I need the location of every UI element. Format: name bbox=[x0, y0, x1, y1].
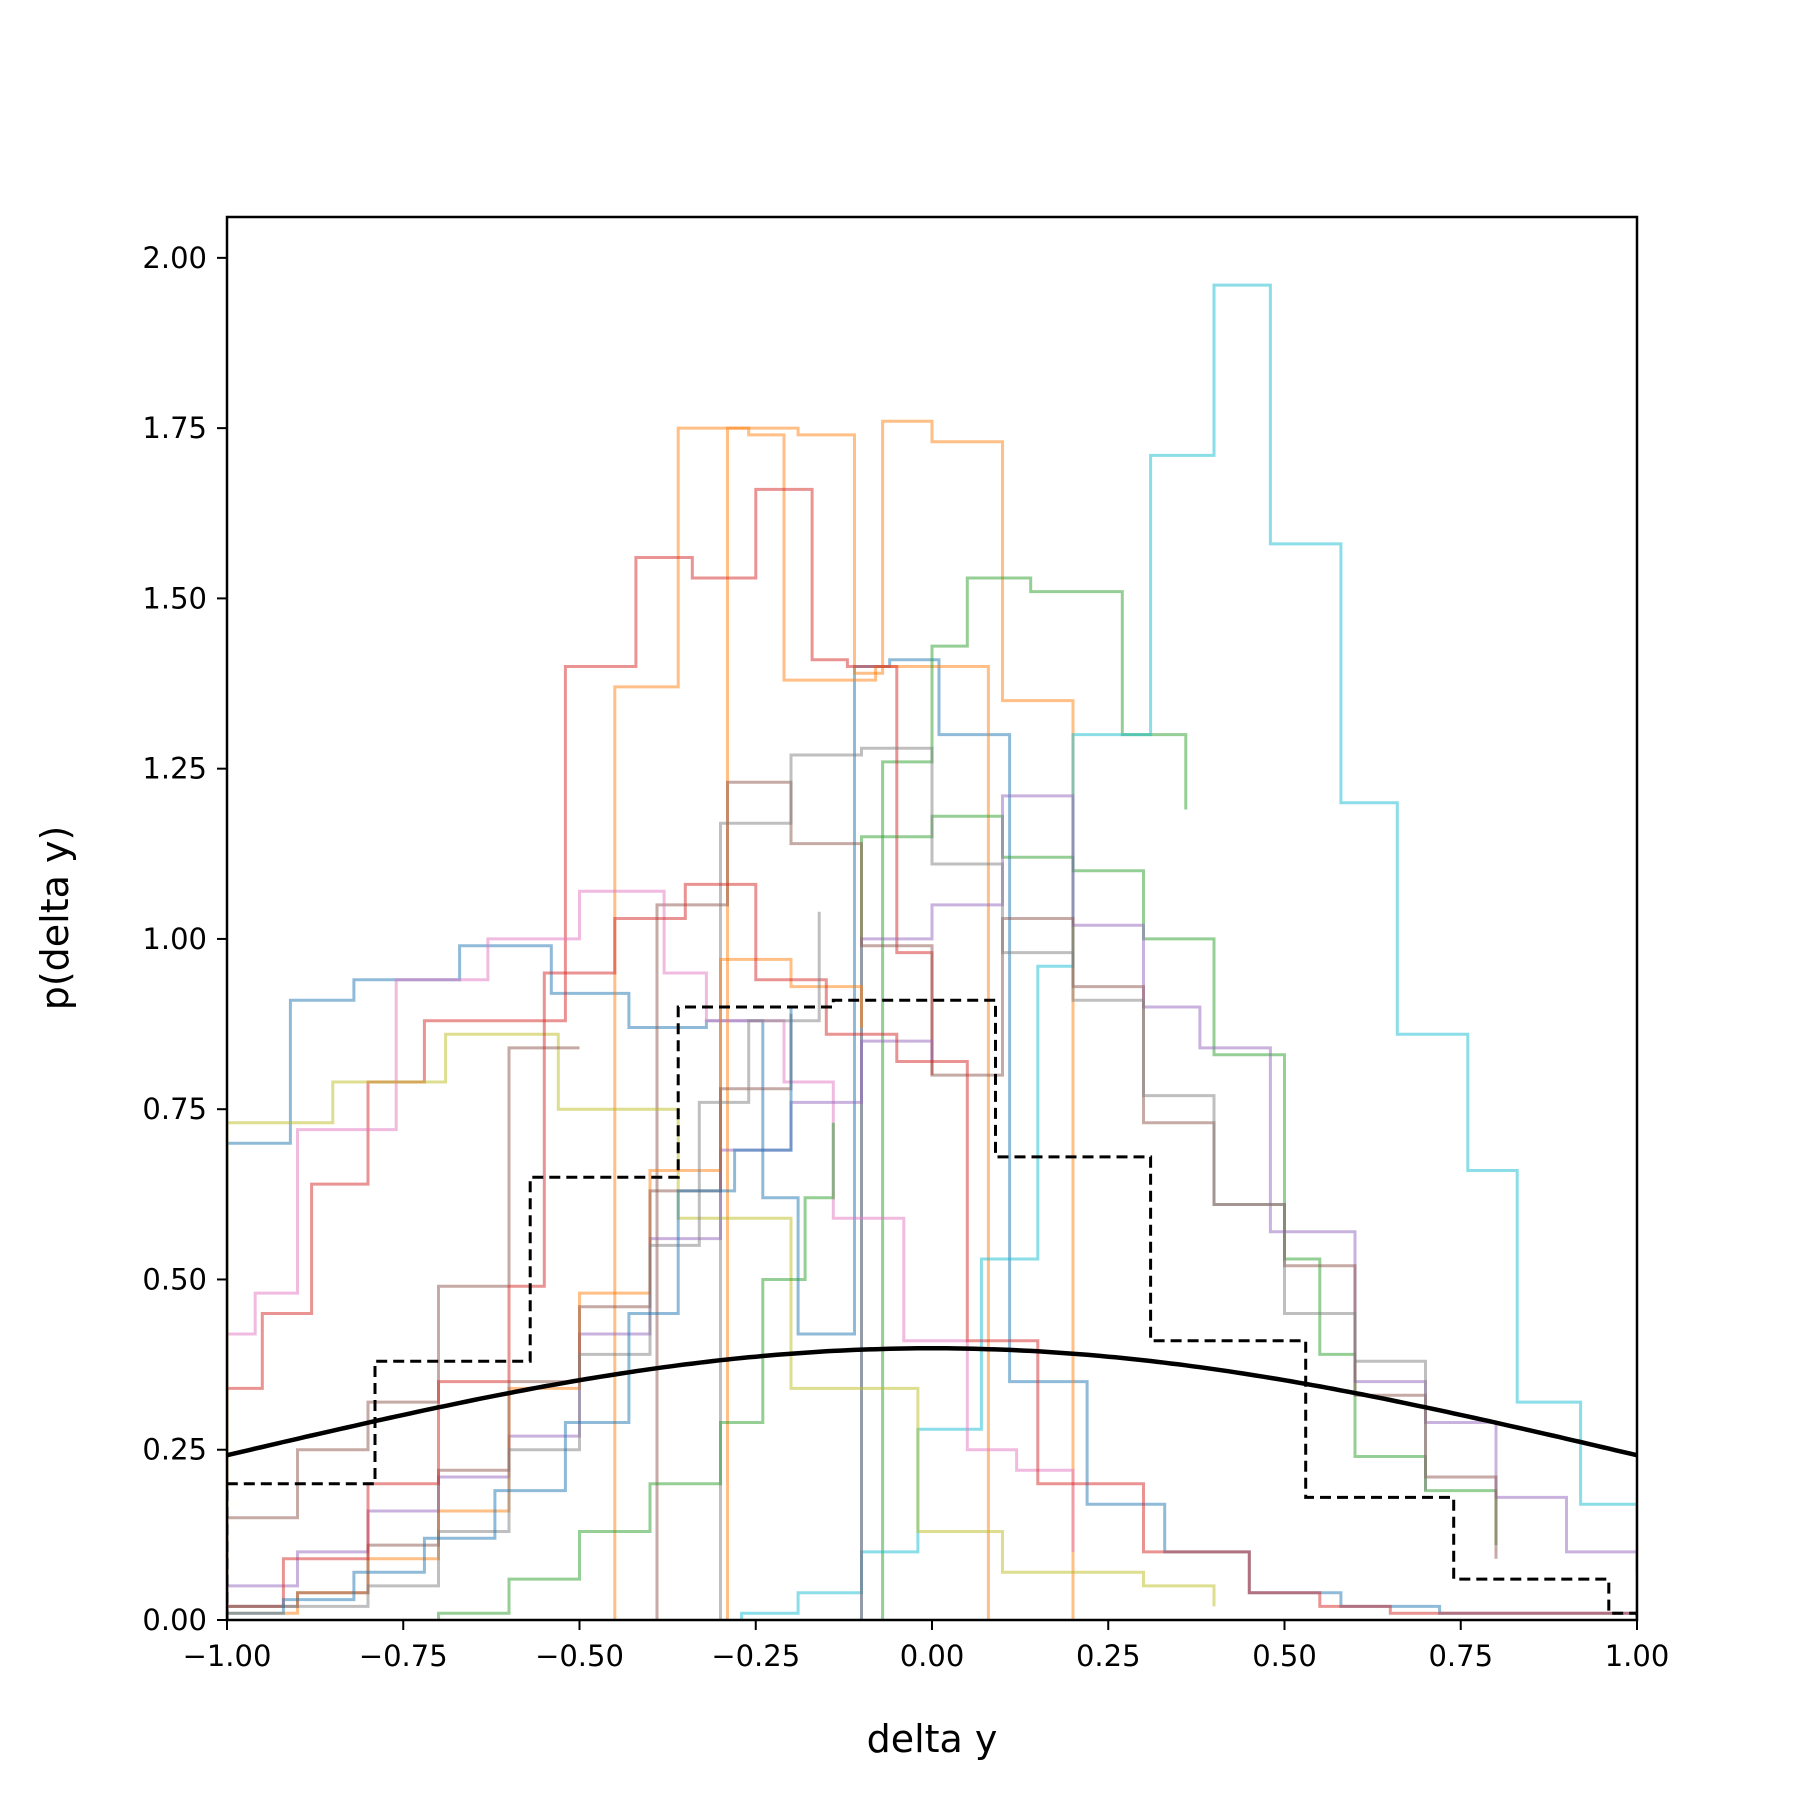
histogram-series-12 bbox=[227, 1032, 1216, 1620]
x-tick-label: 0.00 bbox=[900, 1639, 965, 1673]
y-axis-label: p(delta y) bbox=[33, 826, 77, 1011]
histogram-series-2 bbox=[726, 419, 1075, 1620]
histogram-series-16 bbox=[227, 1046, 580, 1620]
y-tick-label: 1.50 bbox=[142, 581, 207, 615]
histogram-series-6 bbox=[740, 283, 1637, 1620]
x-tick-label: −0.75 bbox=[359, 1639, 448, 1673]
x-tick-label: −0.50 bbox=[535, 1639, 624, 1673]
x-tick-label: 0.75 bbox=[1428, 1639, 1493, 1673]
y-tick-label: 0.25 bbox=[142, 1433, 207, 1467]
histogram-series-11 bbox=[227, 889, 1075, 1620]
reference-normal-curve bbox=[227, 1346, 1637, 1458]
y-tick-label: 0.50 bbox=[142, 1262, 207, 1296]
x-tick-label: −1.00 bbox=[183, 1639, 272, 1673]
x-tick-label: 0.50 bbox=[1252, 1639, 1317, 1673]
x-axis-label: delta y bbox=[867, 1717, 998, 1761]
histogram-series-9 bbox=[655, 780, 1498, 1620]
y-tick-label: 0.75 bbox=[142, 1092, 207, 1126]
x-axis-ticks: −1.00 −0.75 −0.50 −0.25 0.00 0.25 0.50 0.75 1.00 bbox=[183, 1620, 1670, 1673]
reference-histogram-dashed bbox=[227, 998, 1637, 1620]
histogram-series-18 bbox=[227, 911, 821, 1620]
histogram-series-10 bbox=[719, 746, 1427, 1620]
histogram-series-7 bbox=[860, 814, 1498, 1620]
y-tick-label: 0.00 bbox=[142, 1603, 207, 1637]
x-tick-label: 1.00 bbox=[1605, 1639, 1670, 1673]
reference-layer bbox=[227, 998, 1637, 1620]
x-tick-label: 0.25 bbox=[1076, 1639, 1141, 1673]
y-tick-label: 1.25 bbox=[142, 752, 207, 786]
histogram-series-17 bbox=[227, 882, 1637, 1620]
histogram-series-15 bbox=[227, 1013, 793, 1620]
histogram-series-20 bbox=[227, 1007, 793, 1620]
x-tick-label: −0.25 bbox=[711, 1639, 800, 1673]
histogram-series-5 bbox=[227, 487, 934, 1620]
histogram-series-19 bbox=[437, 1122, 835, 1620]
y-tick-label: 2.00 bbox=[142, 241, 207, 275]
histogram-series-8 bbox=[860, 794, 1637, 1620]
y-tick-label: 1.00 bbox=[142, 922, 207, 956]
series-layer bbox=[227, 283, 1637, 1620]
y-tick-label: 1.75 bbox=[142, 411, 207, 445]
y-axis-ticks: 0.00 0.25 0.50 0.75 1.00 1.25 1.50 1.75 2.00 bbox=[142, 241, 227, 1637]
